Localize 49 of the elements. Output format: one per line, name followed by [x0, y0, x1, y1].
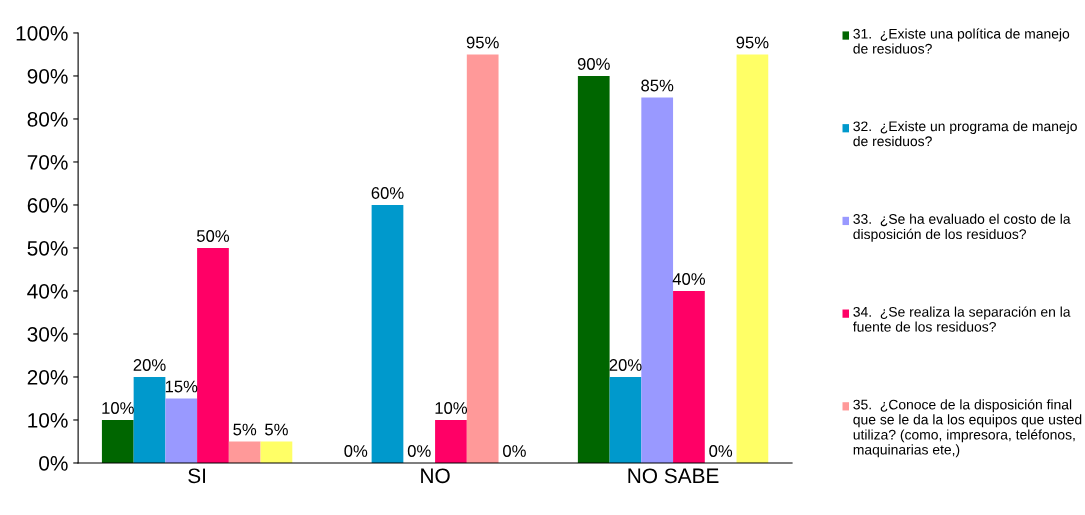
text: 5% — [233, 423, 257, 436]
legend-label: 34. ¿Se realiza la separación en la fuente de los residuos? — [853, 306, 1071, 332]
legend-label: 35. ¿Conoce de la disposición final que se le da la los equipos que usted utiliza? (como, impresora, teléfonos, maquinarias ete,) — [853, 399, 1082, 458]
bar — [228, 441, 261, 463]
y-tick-label: 80% — [27, 111, 68, 127]
text: 10% — [435, 402, 468, 414]
text: 0% — [709, 445, 733, 457]
bar — [673, 290, 705, 463]
y-tick-label: 40% — [27, 283, 68, 299]
text: 0% — [344, 445, 368, 457]
bar — [371, 204, 404, 463]
bar — [466, 54, 499, 463]
bar — [736, 54, 769, 463]
text: 40% — [672, 273, 706, 285]
y-tick-label: 60% — [27, 197, 68, 213]
y-tick-label: 90% — [27, 68, 68, 84]
bar — [165, 398, 198, 463]
y-tick-label: 10% — [28, 412, 68, 428]
text: 95% — [466, 36, 499, 49]
text: 5% — [265, 423, 288, 436]
y-tick-label: 0% — [39, 455, 68, 471]
bar — [260, 441, 293, 463]
text: 95% — [736, 36, 769, 49]
bar — [435, 419, 467, 463]
text: 60% — [371, 187, 404, 199]
bar — [577, 75, 610, 463]
bar — [133, 376, 166, 463]
x-tick-label: SI — [188, 468, 206, 484]
text: 50% — [196, 230, 230, 242]
x-tick-label: NO — [421, 468, 450, 484]
text: 0% — [407, 445, 431, 457]
bar — [197, 247, 229, 463]
legend-label: 31. ¿Existe una política de manejo de residuos? — [853, 28, 1070, 54]
text: 10% — [102, 402, 134, 414]
legend-label: 33. ¿Se ha evaluado el costo de la disposición de los residuos? — [853, 213, 1071, 242]
text: 20% — [133, 359, 166, 371]
y-tick-label: 70% — [27, 154, 68, 170]
y-tick-label: 20% — [27, 369, 68, 385]
text: 85% — [641, 79, 674, 92]
bar — [641, 97, 674, 463]
bar — [609, 376, 642, 463]
y-tick-label: 30% — [27, 326, 68, 342]
text: 90% — [577, 58, 610, 70]
legend-label: 32. ¿Existe un programa de manejo de residuos? — [853, 121, 1077, 147]
y-tick-label: 100% — [16, 25, 68, 41]
x-tick-label: NO SABE — [628, 468, 719, 484]
y-tick-label: 50% — [27, 240, 68, 256]
bar — [101, 419, 134, 463]
text: 0% — [503, 445, 526, 457]
